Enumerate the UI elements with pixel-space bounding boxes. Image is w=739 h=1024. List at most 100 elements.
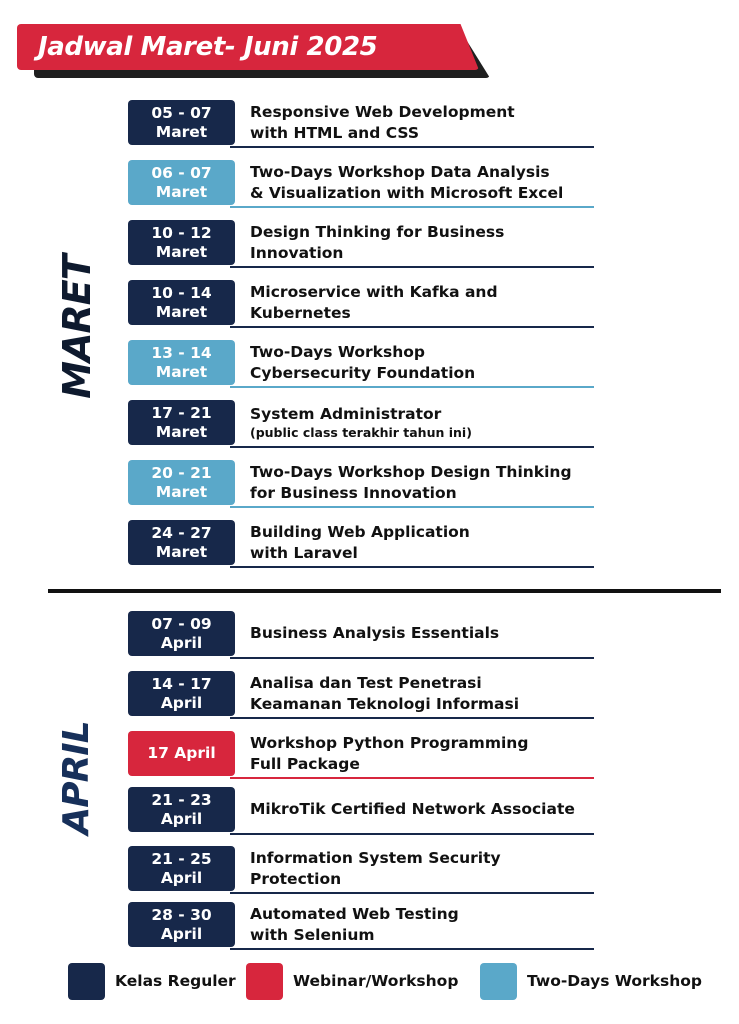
- date-badge: 10 - 12 Maret: [128, 220, 235, 265]
- legend-swatch-workshop: [246, 962, 283, 1000]
- date-badge: 21 - 25 April: [128, 846, 235, 891]
- event-title-line: with Selenium: [250, 925, 375, 944]
- date-text: 17 April: [147, 744, 216, 762]
- date-text: 28 - 30: [151, 905, 212, 924]
- event-title: System Administrator (public class terakh…: [250, 400, 598, 445]
- schedule-row: 13 - 14 Maret Two-Days Workshop Cybersecuri…: [128, 340, 594, 390]
- event-title: Analisa dan Test Penetrasi Keamanan Tekno…: [250, 671, 598, 716]
- date-text: April: [160, 693, 203, 712]
- date-text: Maret: [155, 422, 208, 441]
- event-title-line: Cybersecurity Foundation: [250, 363, 476, 382]
- event-title-line: Business Analysis Essentials: [250, 624, 500, 642]
- month-label-april: APRIL: [56, 721, 97, 835]
- event-title: MikroTik Certified Network Associate: [250, 787, 598, 832]
- header-banner: Jadwal Maret- Juni 2025: [0, 0, 739, 90]
- event-title: Two-Days Workshop Design Thinking for Bus…: [250, 460, 598, 505]
- event-title-line: & Visualization with Microsoft Excel: [250, 183, 564, 202]
- row-underline: [230, 506, 594, 508]
- date-text: Maret: [155, 362, 208, 381]
- legend-label: Two-Days Workshop: [527, 972, 702, 990]
- event-title-line: Responsive Web Development: [250, 102, 515, 121]
- schedule-row: 10 - 14 Maret Microservice with Kafka and K…: [128, 280, 594, 330]
- date-badge: 17 April: [128, 731, 235, 776]
- event-title-line: Keamanan Teknologi Informasi: [250, 694, 520, 713]
- date-text: 20 - 21: [151, 463, 212, 482]
- row-underline: [230, 717, 594, 719]
- schedule-row: 14 - 17 April Analisa dan Test Penetrasi Ke…: [128, 671, 594, 721]
- event-title: Information System Security Protection: [250, 846, 598, 891]
- legend-label: Kelas Reguler: [115, 972, 236, 990]
- event-title-line: Design Thinking for Business: [250, 222, 505, 241]
- date-badge: 05 - 07 Maret: [128, 100, 235, 145]
- date-text: Maret: [155, 542, 208, 561]
- event-title-line: with Laravel: [250, 543, 358, 562]
- schedule-row: 17 - 21 Maret System Administrator (public …: [128, 400, 594, 450]
- event-title: Responsive Web Development with HTML and …: [250, 100, 598, 145]
- row-underline: [230, 266, 594, 268]
- page-title: Jadwal Maret- Juni 2025: [38, 32, 378, 62]
- row-underline: [230, 386, 594, 388]
- date-text: 13 - 14: [151, 343, 212, 362]
- date-text: 07 - 09: [151, 614, 212, 633]
- banner-background: [17, 24, 479, 70]
- schedule-row: 06 - 07 Maret Two-Days Workshop Data Analy…: [128, 160, 594, 210]
- row-underline: [230, 948, 594, 950]
- event-title-line: Two-Days Workshop Data Analysis: [250, 162, 550, 181]
- date-badge: 13 - 14 Maret: [128, 340, 235, 385]
- date-text: Maret: [155, 242, 208, 261]
- event-title-line: Kubernetes: [250, 303, 351, 322]
- event-title-line: Analisa dan Test Penetrasi: [250, 673, 482, 692]
- date-text: 06 - 07: [151, 163, 212, 182]
- schedule-row: 07 - 09 April Business Analysis Essentials: [128, 611, 594, 661]
- date-text: Maret: [155, 482, 208, 501]
- schedule-row: 24 - 27 Maret Building Web Application with…: [128, 520, 594, 570]
- legend-swatch-regular: [68, 962, 105, 1000]
- event-title-line: Information System Security: [250, 848, 501, 867]
- event-title-line: MikroTik Certified Network Associate: [250, 800, 575, 818]
- event-title: Two-Days Workshop Data Analysis & Visuali…: [250, 160, 598, 205]
- row-underline: [230, 566, 594, 568]
- row-underline: [230, 833, 594, 835]
- date-text: April: [160, 633, 203, 652]
- date-badge: 24 - 27 Maret: [128, 520, 235, 565]
- date-badge: 06 - 07 Maret: [128, 160, 235, 205]
- event-title: Workshop Python Programming Full Package: [250, 731, 598, 776]
- legend-swatch-twoday: [480, 962, 517, 1000]
- date-text: Maret: [155, 302, 208, 321]
- row-underline: [230, 446, 594, 448]
- event-title-line: Full Package: [250, 754, 360, 773]
- event-title: Building Web Application with Laravel: [250, 520, 598, 565]
- date-badge: 20 - 21 Maret: [128, 460, 235, 505]
- date-text: 10 - 14: [151, 283, 212, 302]
- date-text: 17 - 21: [151, 403, 212, 422]
- event-title: Microservice with Kafka and Kubernetes: [250, 280, 598, 325]
- date-text: 10 - 12: [151, 223, 212, 242]
- schedule-row: 05 - 07 Maret Responsive Web Development wi…: [128, 100, 594, 150]
- event-title-line: Two-Days Workshop: [250, 342, 425, 361]
- event-title: Automated Web Testing with Selenium: [250, 902, 598, 947]
- row-underline: [230, 326, 594, 328]
- legend-item-regular: Kelas Reguler: [68, 962, 236, 1000]
- legend-item-twoday: Two-Days Workshop: [480, 962, 702, 1000]
- event-title: Business Analysis Essentials: [250, 611, 598, 656]
- legend: Kelas Reguler Webinar/Workshop Two-Days …: [68, 962, 728, 1004]
- date-text: 21 - 23: [151, 790, 212, 809]
- row-underline: [230, 146, 594, 148]
- date-badge: 21 - 23 April: [128, 787, 235, 832]
- date-text: Maret: [155, 182, 208, 201]
- schedule-row: 20 - 21 Maret Two-Days Workshop Design Thi…: [128, 460, 594, 510]
- event-title-line: Automated Web Testing: [250, 904, 459, 923]
- date-text: 21 - 25: [151, 849, 212, 868]
- schedule-row: 17 April Workshop Python Programming Full …: [128, 731, 594, 781]
- date-text: April: [160, 868, 203, 887]
- section-divider: [48, 589, 721, 593]
- row-underline: [230, 892, 594, 894]
- event-title: Two-Days Workshop Cybersecurity Foundatio…: [250, 340, 598, 385]
- date-badge: 17 - 21 Maret: [128, 400, 235, 445]
- event-title-line: Building Web Application: [250, 522, 470, 541]
- date-badge: 14 - 17 April: [128, 671, 235, 716]
- month-label-maret: MARET: [55, 255, 99, 399]
- event-title-line: Protection: [250, 869, 342, 888]
- event-title-line: Innovation: [250, 243, 344, 262]
- date-text: 05 - 07: [151, 103, 212, 122]
